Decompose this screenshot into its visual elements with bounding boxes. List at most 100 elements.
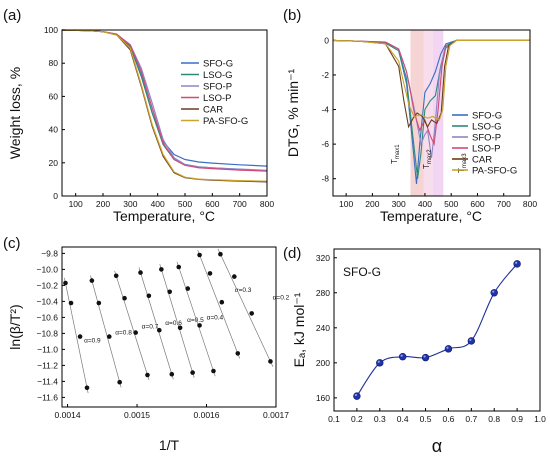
panel-a-ylabel: Weight loss, % xyxy=(7,67,23,159)
panel-c-ticks: 0.0014 0.0015 0.0016 0.0017 −9.8 −10.0 −10.2 −1… xyxy=(36,248,289,420)
panel-c-fit-line xyxy=(176,261,216,377)
panel-b-xtick-label: 500 xyxy=(444,199,458,209)
panel-c-xtick-label: 0.0017 xyxy=(263,410,289,420)
panel-c: (c) 0.0014 0.0015 0.0016 0.0017 −9.8 −10.0 −10… xyxy=(3,235,290,453)
panel-c-data-point xyxy=(207,271,213,276)
panel-b-ytick-label: -4 xyxy=(321,105,329,115)
panel-b-ylabel: DTG, % min⁻¹ xyxy=(285,69,301,158)
panel-a-xlabel: Temperature, °C xyxy=(113,208,215,224)
panel-c-data-point xyxy=(113,273,119,279)
panel-d-series xyxy=(353,260,521,400)
panel-d-data-point xyxy=(353,392,361,400)
panel-b-series xyxy=(332,39,530,184)
panel-d-point-highlight xyxy=(469,338,472,341)
panel-b-legend-label: SFO-P xyxy=(472,133,501,144)
panel-a-xtick-label: 500 xyxy=(178,199,192,209)
panel-d-xtick-label: 1.0 xyxy=(534,414,546,424)
panel-c-alpha-label: α=0.9 xyxy=(84,338,101,345)
panel-a-series xyxy=(61,29,268,183)
panel-d-xtick-label: 0.3 xyxy=(374,414,386,424)
panel-c-data-point xyxy=(138,270,143,275)
panel-b-tmax-symbol: T xyxy=(390,159,399,164)
panel-c-data-point xyxy=(117,379,122,385)
panel-c-data-point xyxy=(122,295,127,301)
panel-c-data-point xyxy=(211,368,216,374)
panel-c-data-point xyxy=(77,334,83,339)
panel-c-alpha-label: α=0.2 xyxy=(273,294,290,301)
panel-c-data-point xyxy=(197,323,202,328)
panel-c-ytick-label: −11.4 xyxy=(37,376,58,386)
panel-c-fit-line xyxy=(114,270,150,381)
panel-b-series-line-4 xyxy=(332,39,530,129)
panel-d-xlabel: α xyxy=(432,436,442,456)
panel-d-ylabel: Eₐ, kJ mol⁻¹ xyxy=(291,292,307,367)
panel-d-ytick-label: 320 xyxy=(316,253,330,263)
panel-a-ytick-label: 80 xyxy=(49,58,59,68)
panel-c-fit-line xyxy=(217,248,274,367)
panel-c-data-point xyxy=(96,300,102,306)
panel-c-data-point xyxy=(249,311,254,316)
panel-c-data-point xyxy=(89,278,95,283)
panel-a-ytick-label: 60 xyxy=(49,91,59,101)
panel-c-frame xyxy=(61,246,277,408)
panel-c-ylabel: ln(β/T²) xyxy=(7,304,23,349)
panel-b-series-line-3 xyxy=(332,39,530,147)
panel-c-data-point xyxy=(133,330,138,335)
panel-d-xtick-label: 0.2 xyxy=(351,414,363,424)
panel-a-frame xyxy=(61,29,268,197)
panel-b-tag: (b) xyxy=(283,7,301,24)
panel-c-xtick-label: 0.0016 xyxy=(194,410,220,420)
panel-a-xtick-label: 300 xyxy=(123,199,137,209)
panel-d-point-highlight xyxy=(492,290,495,293)
panel-b-xtick-label: 400 xyxy=(418,199,432,209)
panel-c-data-point xyxy=(190,370,195,375)
panel-c-data-point xyxy=(84,385,90,391)
panel-d-data-point xyxy=(490,289,498,297)
panel-d-data-point xyxy=(513,260,521,268)
panel-c-data-point xyxy=(63,280,68,286)
panel-b-ytick-label: -2 xyxy=(321,70,329,80)
panel-c-ytick-label: −10.2 xyxy=(36,280,58,290)
panel-b-legend-label: LSO-P xyxy=(472,144,501,155)
panel-d-data-point xyxy=(467,337,476,345)
panel-a-ytick-label: 20 xyxy=(49,158,59,168)
panel-d-data-point xyxy=(376,359,384,367)
panel-c-data-point xyxy=(68,300,74,306)
panel-b-legend-label: CAR xyxy=(472,155,492,166)
panel-b-xlabel: Temperature, °C xyxy=(380,208,482,224)
panel-a-legend-label: LSO-G xyxy=(203,70,233,81)
panel-d-ytick-label: 240 xyxy=(316,323,330,333)
panel-c-data-point xyxy=(176,264,182,270)
panel-c-data-point xyxy=(177,325,183,331)
panel-a-xtick-label: 700 xyxy=(233,199,247,209)
panel-d-tag: (d) xyxy=(283,245,301,262)
panel-c-ytick-label: −11.6 xyxy=(37,392,58,402)
panel-d-inset-title: SFO-G xyxy=(343,265,381,279)
panel-c-alpha-label: α=0.6 xyxy=(165,320,182,327)
panel-d-data-point xyxy=(398,353,407,361)
panel-a-xtick-label: 200 xyxy=(96,199,110,209)
panel-a-legend-label: LSO-P xyxy=(203,93,232,104)
panel-d-point-highlight xyxy=(354,393,357,397)
panel-d-data-point xyxy=(421,353,430,362)
panel-c-alpha-label: α=0.7 xyxy=(142,324,159,331)
panel-a-ytick-label: 40 xyxy=(49,125,59,135)
panel-c-alpha-label: α=0.4 xyxy=(207,314,224,321)
panel-c-alpha-label: α=0.8 xyxy=(115,330,132,337)
panel-d-xtick-label: 0.4 xyxy=(397,414,409,424)
panel-d-xtick-label: 0.5 xyxy=(420,414,432,424)
panel-b-legend-label: SFO-G xyxy=(472,111,502,122)
panel-c-ytick-label: −10.8 xyxy=(36,328,58,338)
panel-d-ytick-label: 160 xyxy=(316,393,330,403)
panel-d-xtick-label: 0.6 xyxy=(443,414,455,424)
panel-d-point-highlight xyxy=(446,346,449,349)
panel-b-tmax-subscript: max1 xyxy=(395,144,401,159)
panel-c-data-point xyxy=(156,327,162,333)
panel-d-point-highlight xyxy=(423,355,426,358)
panel-c-fit-line xyxy=(90,275,122,388)
panel-b-xtick-label: 800 xyxy=(523,199,537,209)
panel-b-xtick-label: 700 xyxy=(497,199,511,209)
panel-b-tmax-subscript: max3 xyxy=(462,153,468,168)
panel-d-xtick-label: 0.8 xyxy=(488,414,500,424)
panel-d-point-highlight xyxy=(400,354,403,357)
